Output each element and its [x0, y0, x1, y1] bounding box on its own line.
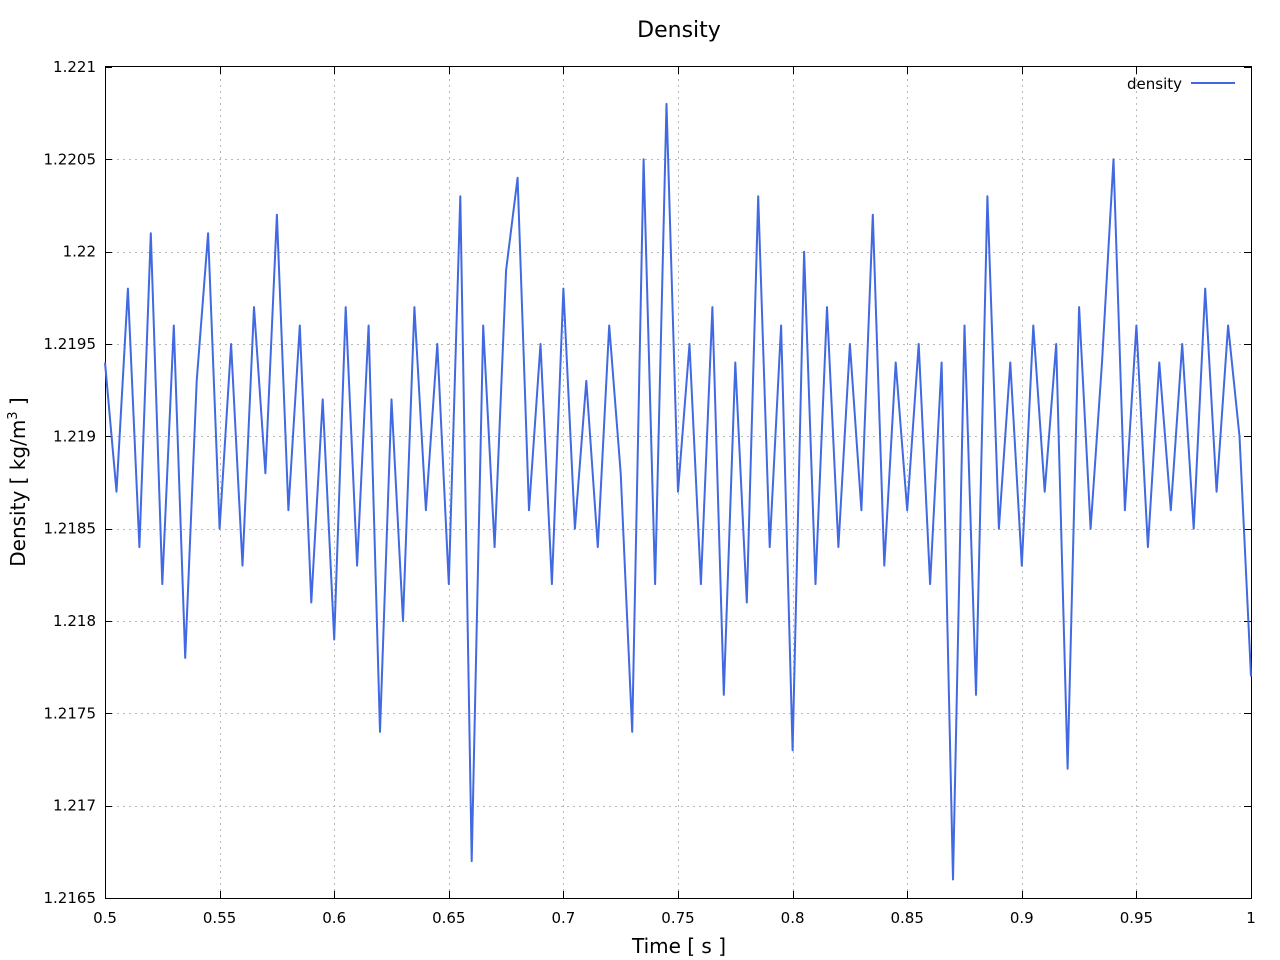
y-axis-label-suffix: ]	[6, 397, 30, 411]
y-tick-label: 1.221	[53, 58, 96, 76]
x-tick-label: 0.55	[203, 909, 236, 927]
plot-frame	[105, 66, 1252, 899]
y-tick-label: 1.2205	[44, 150, 97, 168]
legend-label-density: density	[1127, 75, 1182, 93]
y-tick-label: 1.218	[53, 612, 96, 630]
y-tick-label: 1.2185	[44, 520, 97, 538]
y-axis-label-prefix: Density [ kg/m	[6, 420, 30, 567]
y-axis-label: Density [ kg/m3 ]	[6, 397, 30, 567]
x-tick-label: 0.6	[322, 909, 346, 927]
x-tick-label: 0.5	[93, 909, 117, 927]
y-tick-labels: 1.2165 1.217 1.2175 1.218 1.2185 1.219 1.2195 1…	[44, 58, 97, 907]
series-layer	[104, 102, 1252, 881]
x-tick-label: 0.9	[1010, 909, 1034, 927]
y-tick-label: 1.2165	[44, 889, 97, 907]
x-tick-label: 0.8	[781, 909, 805, 927]
series-line-density	[104, 102, 1252, 881]
x-tick-label: 1	[1246, 909, 1256, 927]
x-tick-label: 0.95	[1120, 909, 1153, 927]
x-tick-label: 0.65	[432, 909, 465, 927]
y-tick-label: 1.2175	[44, 704, 97, 722]
grid-lines	[105, 67, 1251, 898]
y-axis-label-superscript: 3	[6, 411, 21, 419]
x-axis-label: Time [ s ]	[631, 934, 726, 958]
y-tick-label: 1.22	[63, 243, 96, 261]
x-tick-label: 0.85	[890, 909, 923, 927]
x-tick-label: 0.7	[551, 909, 575, 927]
x-tick-label: 0.75	[661, 909, 694, 927]
chart-title: Density	[637, 18, 721, 43]
x-tick-labels: 0.5 0.55 0.6 0.65 0.7 0.75 0.8 0.85 0.9 0.95 1	[93, 909, 1256, 927]
y-tick-label: 1.217	[53, 797, 96, 815]
legend: density	[1127, 75, 1235, 93]
y-tick-label: 1.219	[53, 427, 96, 445]
y-tick-label: 1.2195	[44, 335, 97, 353]
tick-marks	[105, 67, 1252, 899]
